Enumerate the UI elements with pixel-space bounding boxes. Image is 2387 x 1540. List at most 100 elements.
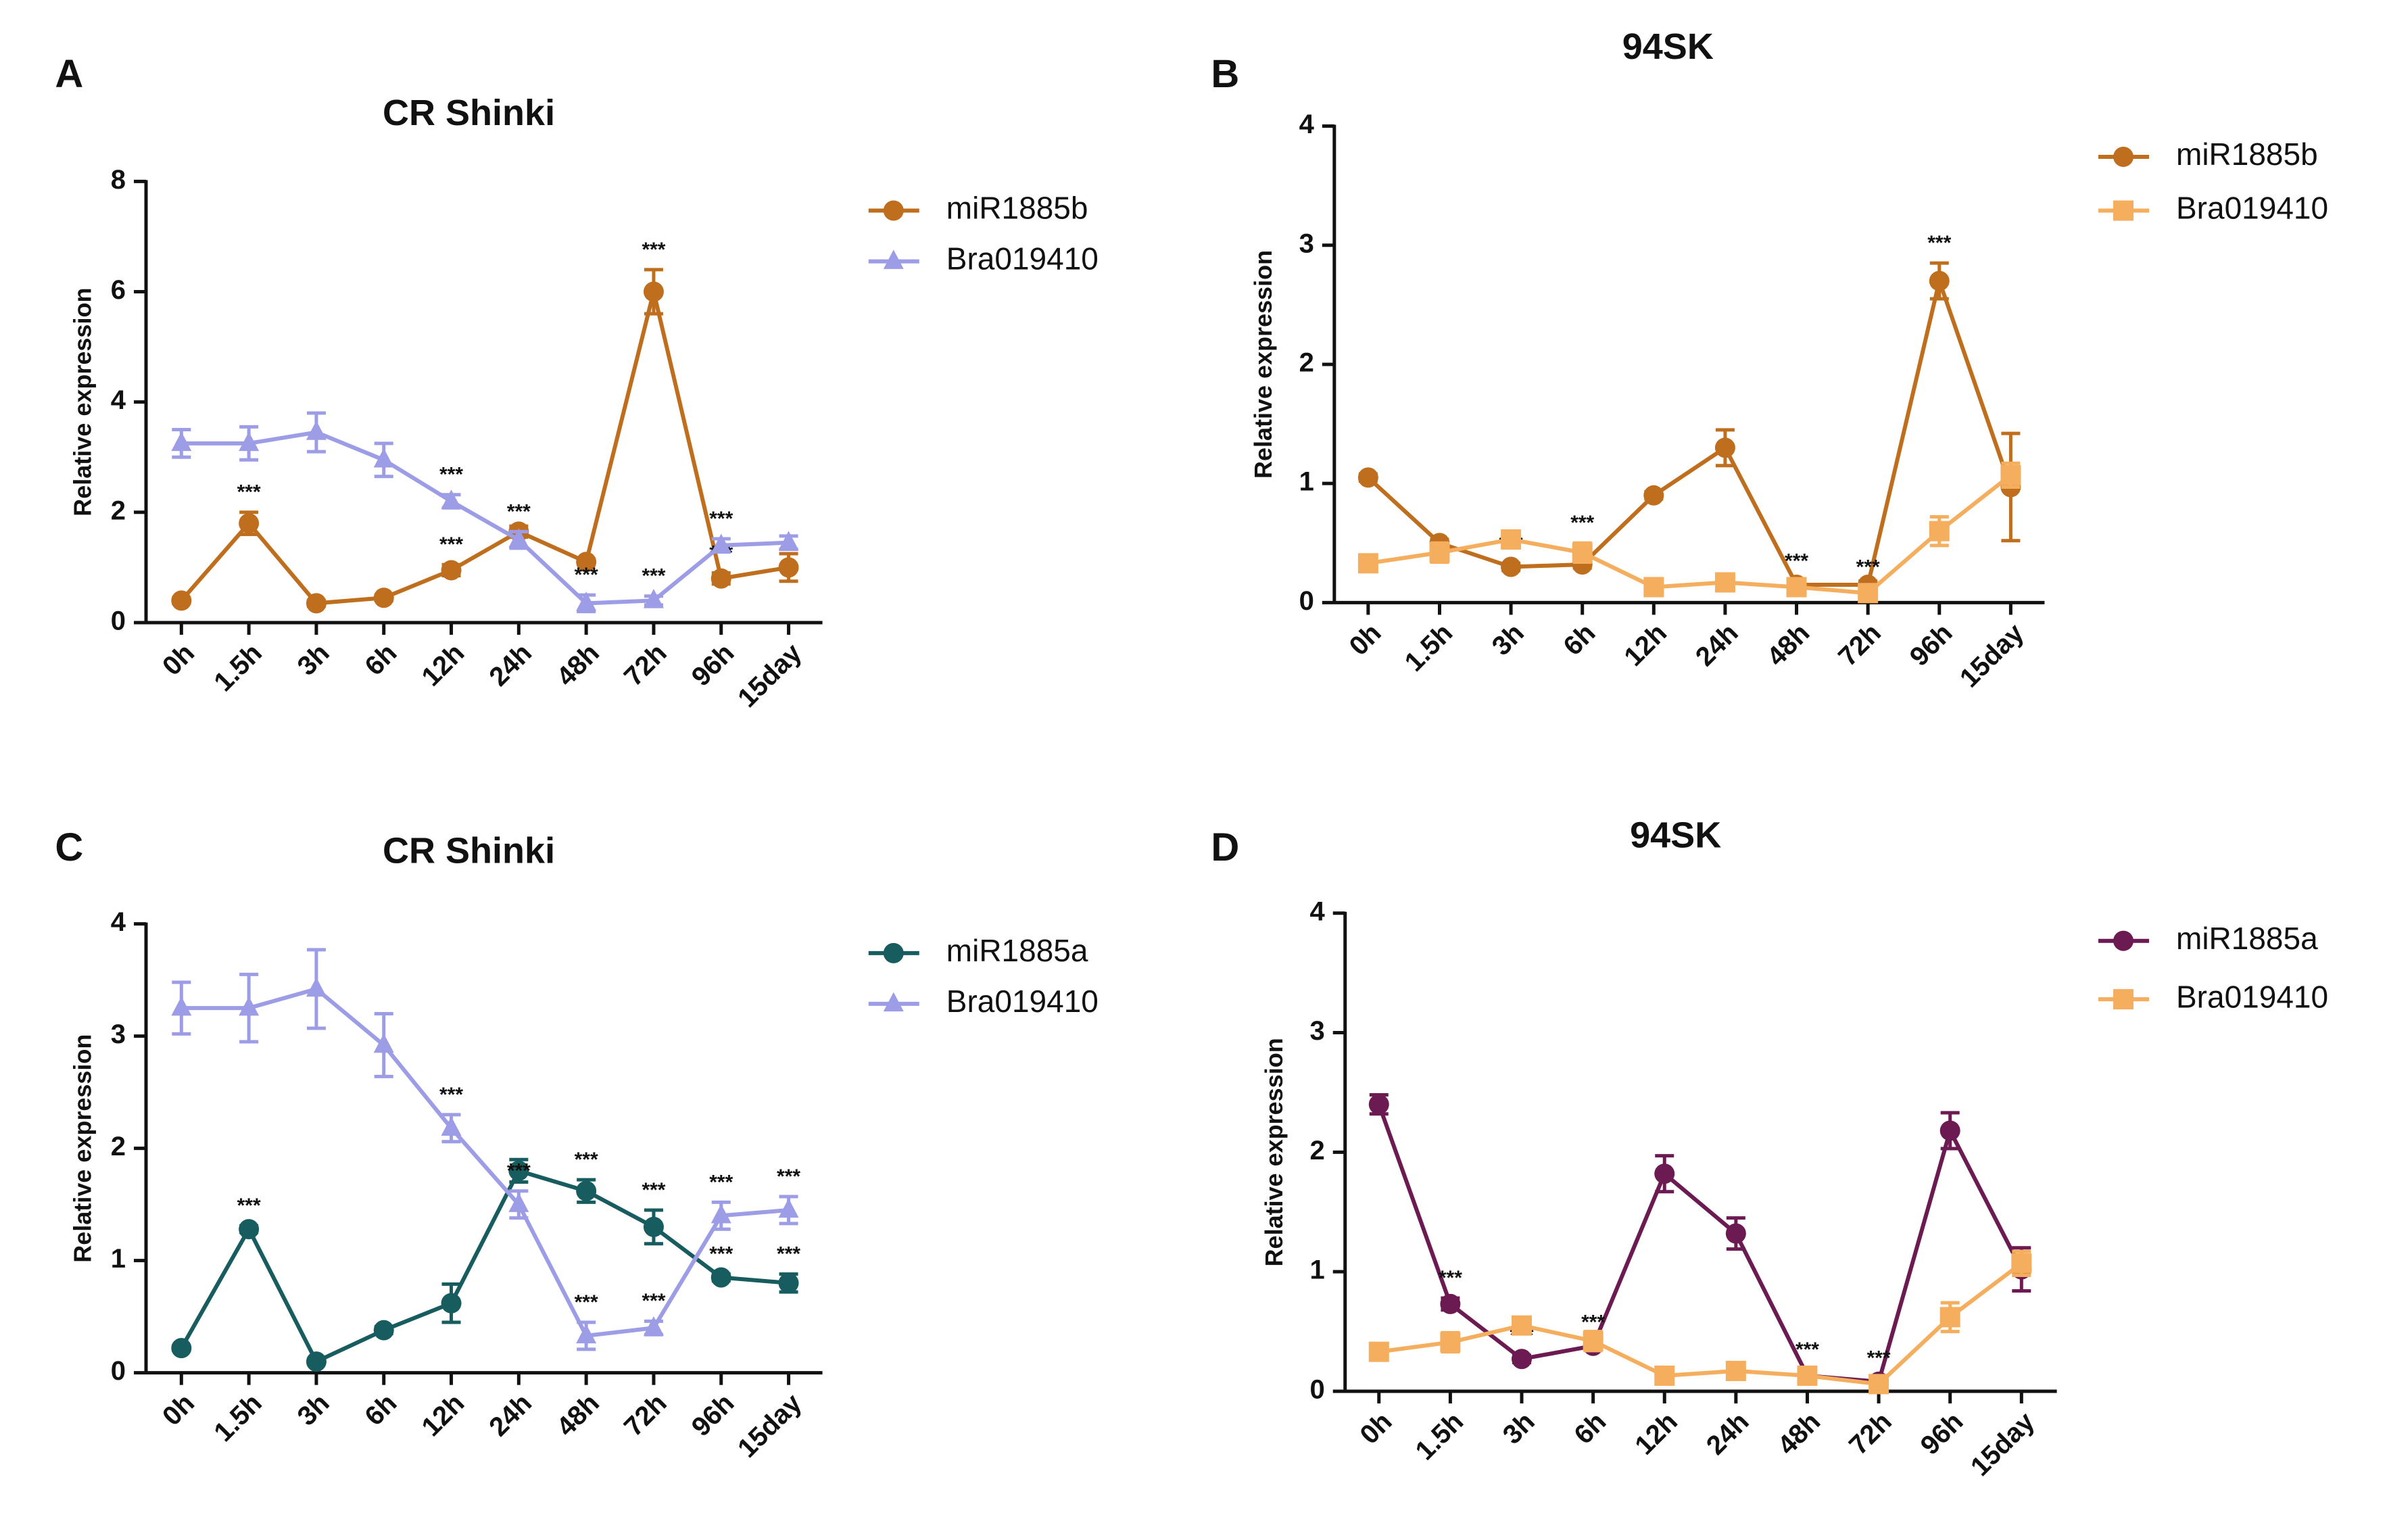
chart-title: CR Shinki [383,830,555,871]
x-tick-label: 24h [483,638,537,692]
data-point [1512,1349,1533,1370]
y-axis-label: Relative expression [69,288,97,516]
data-point [643,589,664,608]
data-point [576,592,597,611]
chart-panel: B 94SK Relative expression 0 1 2 3 4 0h 1.5h 3h 6h 1… [1211,26,2328,693]
data-point [1797,1365,1818,1386]
x-tick-label: 1.5h [1399,618,1459,677]
significance-label: *** [1785,550,1808,573]
significance-label: *** [575,1149,598,1171]
significance-label: *** [439,1084,463,1106]
legend-marker [883,200,904,221]
significance-label: *** [777,1243,800,1266]
data-point [710,1204,731,1224]
data-point [306,1351,327,1372]
significance-label: *** [1439,1267,1462,1289]
data-point [1858,583,1879,604]
legend-marker [2113,146,2134,167]
data-point [373,448,394,468]
chart-panel: C CR Shinki Relative expression 0 1 2 3 4 0h 1.5h… [55,825,1099,1464]
series-line [1366,273,2013,587]
x-tick-label: 3h [1497,1407,1541,1450]
chart-title: 94SK [1622,26,1714,67]
significance-label: *** [237,1195,261,1217]
significance-label: *** [507,1160,531,1182]
data-point [1357,553,1378,574]
x-tick-label: 1.5h [1410,1407,1470,1466]
y-tick-label: 0 [1310,1375,1325,1405]
x-tick-label: 3h [292,638,335,681]
data-point [1512,1315,1533,1336]
y-tick-label: 3 [1310,1016,1325,1046]
x-tick-label: 15day [1965,1406,2041,1482]
x-tick-label: 72h [1833,618,1887,672]
x-tick-label: 72h [1843,1407,1898,1461]
x-tick-label: 12h [1629,1407,1683,1461]
data-point [1929,270,1950,291]
significance-label: *** [237,481,261,504]
data-point [1583,1330,1604,1351]
legend-marker [2113,930,2134,951]
x-tick-label: 3h [292,1388,335,1431]
legend-marker [2113,200,2134,221]
y-tick-label: 2 [111,496,126,525]
x-tick-label: 6h [359,638,402,681]
x-tick-label: 0h [1344,618,1387,661]
x-tick-label: 24h [1701,1407,1755,1461]
y-tick-label: 1 [111,1244,126,1274]
significance-label: *** [642,1179,665,1201]
x-tick-label: 6h [1558,618,1601,661]
y-tick-label: 0 [1299,586,1314,616]
data-point [2000,464,2021,485]
legend-marker [883,249,904,269]
y-tick-label: 4 [111,385,126,415]
x-tick-label: 96h [686,638,740,692]
significance-label: *** [642,1290,665,1312]
x-tick-label: 48h [1772,1407,1826,1461]
data-point [441,1293,462,1314]
data-point [1929,521,1950,542]
series-line [181,986,789,1339]
data-point [2011,1253,2032,1274]
data-point [1643,577,1664,598]
data-point [1725,1360,1746,1381]
data-point [778,1272,799,1293]
y-tick-label: 3 [111,1019,126,1049]
data-point [441,489,462,509]
x-tick-label: 3h [1487,618,1530,661]
series-line [1378,1261,2023,1387]
chart-panel: A CR Shinki Relative expression 0 2 4 6 8 0h 1.5h… [55,52,1099,713]
data-point [1786,577,1807,598]
y-tick-label: 2 [1310,1136,1325,1165]
data-point [441,560,462,581]
data-point [171,590,192,611]
data-point [441,1116,462,1136]
x-tick-label: 1.5h [208,638,268,698]
x-tick-label: 12h [1618,618,1672,672]
significance-label: *** [1795,1339,1819,1361]
data-point [1429,542,1450,563]
y-axis-label: Relative expression [69,1034,97,1263]
data-point [1939,1307,1960,1328]
x-tick-label: 12h [416,638,471,692]
chart-title: CR Shinki [383,93,555,133]
legend-label: Bra019410 [946,984,1099,1019]
data-point [1440,1332,1461,1353]
x-tick-label: 48h [551,638,605,692]
significance-label: *** [575,564,598,586]
data-point [171,996,192,1016]
legend-marker [883,942,904,963]
data-point [1572,542,1593,563]
data-point [710,568,731,589]
x-tick-label: 6h [359,1388,402,1431]
legend-label: miR1885a [2176,921,2318,956]
series-line [1376,1103,2023,1385]
data-point [239,513,260,534]
x-tick-label: 15day [1954,618,2030,694]
data-point [171,431,192,452]
x-tick-label: 96h [1904,618,1958,672]
significance-label: *** [1570,512,1594,534]
data-point [171,1338,192,1359]
data-point [1654,1163,1675,1184]
x-tick-label: 1.5h [208,1388,268,1447]
